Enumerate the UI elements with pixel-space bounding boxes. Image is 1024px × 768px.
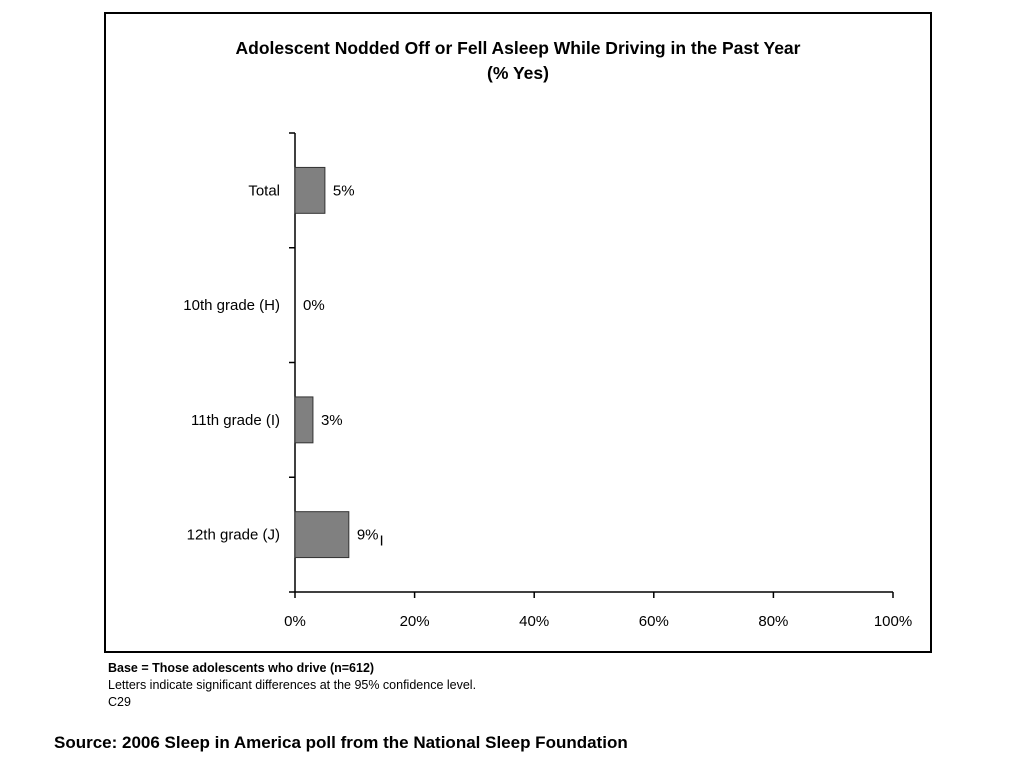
chart-code: C29 xyxy=(108,695,131,709)
chart-subtitle: (% Yes) xyxy=(487,63,549,83)
significance-note: Letters indicate significant differences… xyxy=(108,678,477,692)
category-label: 10th grade (H) xyxy=(183,297,280,314)
chart-frame xyxy=(104,12,932,653)
bar xyxy=(294,166,326,214)
x-tick-label: 40% xyxy=(519,613,549,630)
chart-title: Adolescent Nodded Off or Fell Asleep Whi… xyxy=(235,38,801,58)
x-tick-label: 100% xyxy=(874,613,912,630)
chart-title-block: Adolescent Nodded Off or Fell Asleep Whi… xyxy=(104,36,932,86)
data-label: 9% xyxy=(357,527,379,544)
significance-marker: I xyxy=(380,533,384,550)
category-label: 11th grade (I) xyxy=(191,412,280,429)
x-tick-label: 60% xyxy=(639,613,669,630)
x-tick-label: 80% xyxy=(758,613,788,630)
base-note: Base = Those adolescents who drive (n=61… xyxy=(108,661,375,675)
x-tick-label: 20% xyxy=(400,613,430,630)
data-label: 0% xyxy=(303,297,325,314)
x-tick-label: 0% xyxy=(284,613,306,630)
category-label: Total xyxy=(248,182,280,199)
category-label: 12th grade (J) xyxy=(187,527,280,544)
chart-footnotes: Base = Those adolescents who drive (n=61… xyxy=(108,660,476,711)
data-label: 3% xyxy=(321,412,343,429)
source-note: Source: 2006 Sleep in America poll from … xyxy=(54,733,628,752)
bar xyxy=(294,511,350,559)
bar xyxy=(294,396,314,444)
data-label: 5% xyxy=(333,182,355,199)
